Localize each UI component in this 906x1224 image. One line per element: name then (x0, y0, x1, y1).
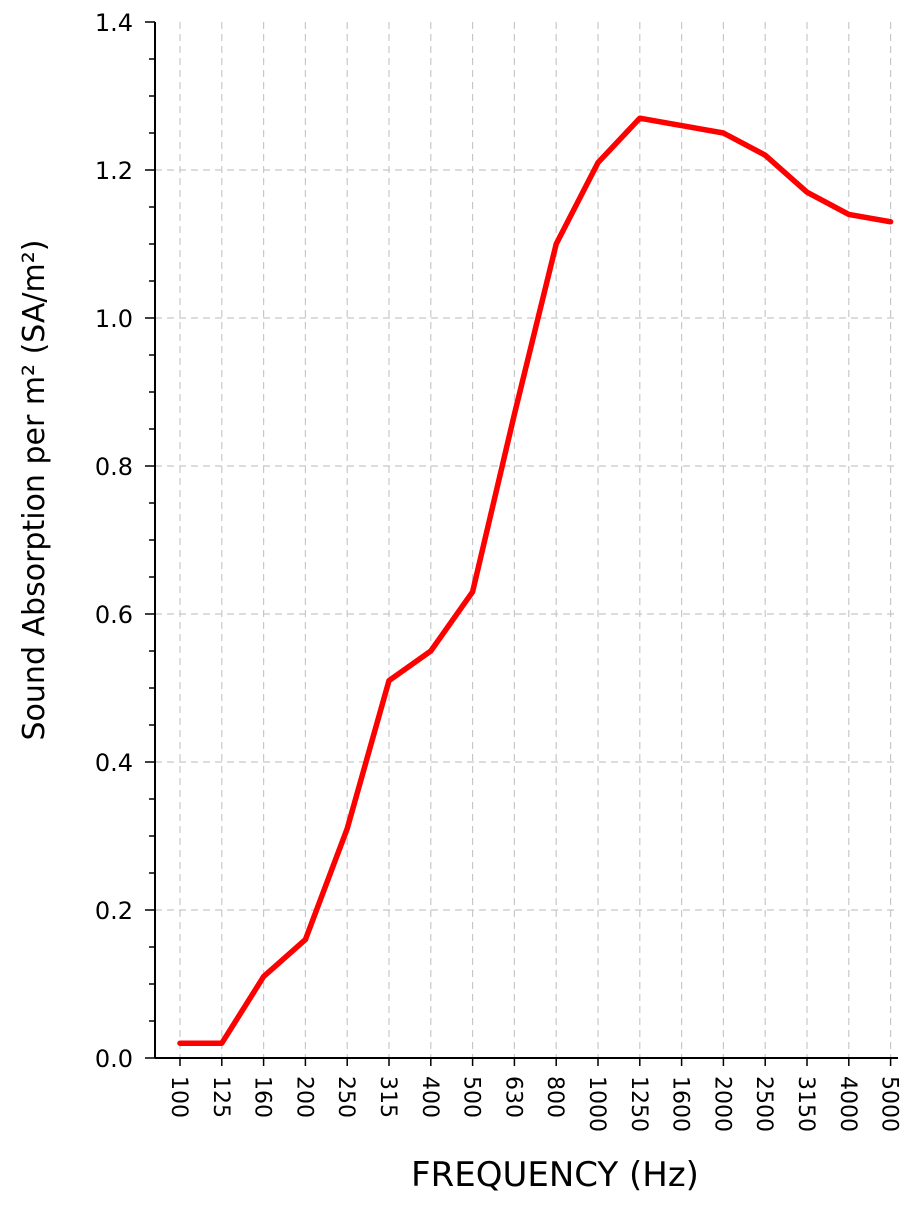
series (177, 115, 894, 1046)
y-axis-title: Sound Absorption per m² (SA/m²) (17, 240, 52, 741)
y-tick-label: 0.6 (95, 601, 133, 629)
x-tick-label: 315 (375, 1076, 400, 1118)
y-tick-label: 0.8 (95, 453, 133, 481)
x-tick-label: 100 (166, 1076, 191, 1118)
grid (155, 22, 898, 1058)
x-tick-label: 125 (208, 1076, 233, 1118)
x-axis-title: FREQUENCY (Hz) (411, 1155, 699, 1195)
x-tick-label: 160 (250, 1076, 275, 1118)
x-tick-label: 4000 (835, 1076, 860, 1132)
x-tick-label: 400 (417, 1076, 442, 1118)
x-tick-label: 800 (542, 1076, 567, 1118)
x-tick-label: 200 (291, 1076, 316, 1118)
x-tick-label: 500 (459, 1076, 484, 1118)
y-tick-label: 1.4 (95, 9, 133, 37)
x-tick-label: 630 (500, 1076, 525, 1118)
x-tick-label: 1250 (626, 1076, 651, 1132)
y-tick-label: 0.4 (95, 749, 133, 777)
x-tick-label: 1000 (584, 1076, 609, 1132)
x-ticks: 100 125 160 200 250 315 400 500 630 800 1000 1250 16… (166, 1058, 902, 1132)
x-tick-label: 250 (333, 1076, 358, 1118)
x-tick-label: 1600 (668, 1076, 693, 1132)
y-tick-label: 1.2 (95, 157, 133, 185)
y-tick-label: 1.0 (95, 305, 133, 333)
series-line (177, 115, 894, 1046)
x-tick-label: 2000 (709, 1076, 734, 1132)
x-tick-label: 5000 (877, 1076, 902, 1132)
y-ticks: 0.0 0.2 0.4 0.6 0.8 1.0 1.2 1.4 (95, 9, 155, 1073)
x-tick-label: 3150 (793, 1076, 818, 1132)
y-tick-label: 0.2 (95, 897, 133, 925)
y-tick-label: 0.0 (95, 1045, 133, 1073)
x-tick-label: 2500 (751, 1076, 776, 1132)
